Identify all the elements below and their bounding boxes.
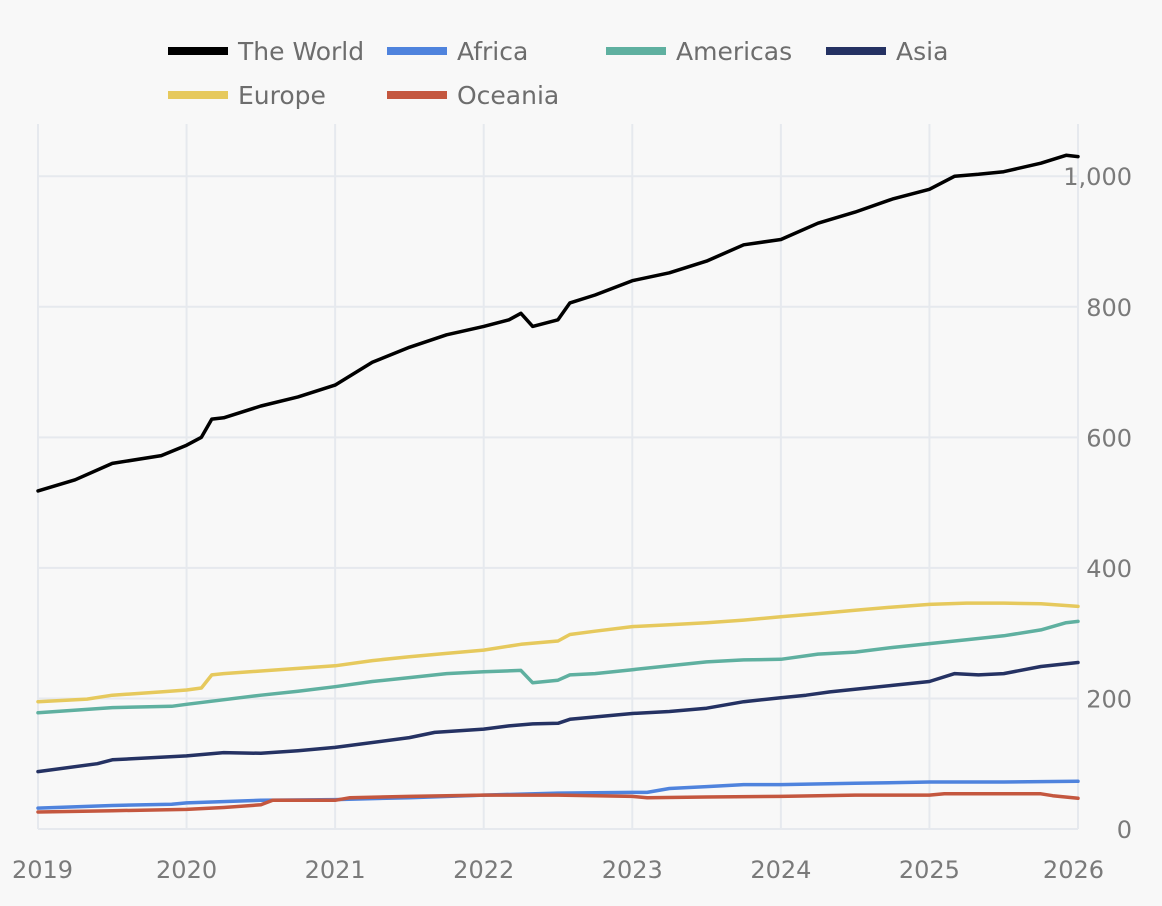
series-line-the-world bbox=[36, 153, 1080, 493]
legend-label: Oceania bbox=[457, 81, 559, 110]
legend-item-africa: Africa bbox=[387, 37, 528, 66]
series-line-oceania bbox=[36, 792, 1080, 814]
legend-item-oceania: Oceania bbox=[387, 81, 559, 110]
series-lines bbox=[36, 153, 1080, 814]
legend-item-the-world: The World bbox=[168, 37, 364, 66]
y-axis: 0 200 400 600 800 1,000 bbox=[1063, 163, 1132, 844]
series-line-europe bbox=[36, 601, 1080, 704]
x-tick-label: 2019 bbox=[12, 856, 73, 884]
legend-label: The World bbox=[237, 37, 364, 66]
x-tick-label: 2026 bbox=[1043, 856, 1104, 884]
series-line-asia bbox=[36, 660, 1080, 774]
legend-item-europe: Europe bbox=[168, 81, 326, 110]
y-tick-label: 1,000 bbox=[1063, 163, 1132, 191]
series-line-africa bbox=[36, 779, 1080, 810]
x-tick-label: 2022 bbox=[453, 856, 514, 884]
y-tick-label: 400 bbox=[1086, 555, 1132, 583]
legend-label: Americas bbox=[676, 37, 792, 66]
legend-label: Asia bbox=[896, 37, 948, 66]
y-tick-label: 600 bbox=[1086, 424, 1132, 452]
x-axis: 2019 2020 2021 2022 2023 2024 2025 2026 bbox=[12, 856, 1104, 884]
legend-item-asia: Asia bbox=[826, 37, 948, 66]
y-tick-label: 200 bbox=[1086, 685, 1132, 713]
x-tick-label: 2023 bbox=[602, 856, 663, 884]
legend-item-americas: Americas bbox=[606, 37, 792, 66]
series-line-americas bbox=[36, 619, 1080, 715]
x-tick-label: 2025 bbox=[899, 856, 960, 884]
legend: The World Africa Americas Asia Europe Oceania bbox=[168, 37, 948, 110]
x-tick-label: 2020 bbox=[156, 856, 217, 884]
y-tick-label: 0 bbox=[1117, 816, 1132, 844]
x-tick-label: 2021 bbox=[305, 856, 366, 884]
legend-label: Europe bbox=[238, 81, 326, 110]
grid-lines bbox=[37, 124, 1079, 830]
legend-label: Africa bbox=[457, 37, 528, 66]
x-tick-label: 2024 bbox=[750, 856, 811, 884]
y-tick-label: 800 bbox=[1086, 294, 1132, 322]
